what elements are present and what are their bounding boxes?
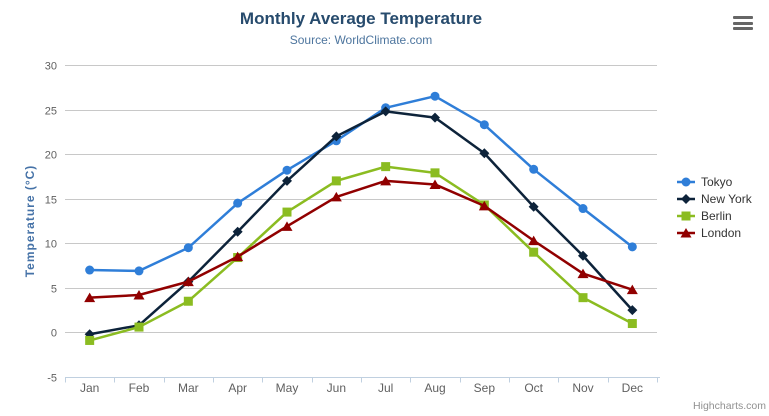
- legend-label: London: [701, 226, 742, 240]
- data-point-new-york[interactable]: [232, 226, 243, 237]
- y-axis-tick-label: 10: [45, 239, 57, 251]
- data-point-berlin[interactable]: [331, 176, 341, 186]
- series-line-berlin: [88, 165, 634, 342]
- data-point-london[interactable]: [84, 292, 96, 303]
- data-point-tokyo[interactable]: [85, 265, 95, 275]
- legend-label: Berlin: [701, 209, 732, 223]
- data-point-tokyo[interactable]: [578, 204, 588, 214]
- x-axis-tick-label: Apr: [228, 381, 247, 395]
- x-axis-tick-label: Feb: [129, 381, 150, 395]
- series-line-london: [88, 179, 634, 299]
- legend-marker-triangle-up-icon: [677, 228, 695, 238]
- hamburger-icon: [733, 27, 753, 30]
- legend-item-new-york[interactable]: New York: [676, 192, 752, 206]
- data-point-london[interactable]: [626, 284, 638, 295]
- data-point-berlin[interactable]: [85, 335, 95, 345]
- series-line-new-york: [88, 110, 634, 336]
- data-point-new-york[interactable]: [282, 175, 292, 186]
- data-point-berlin[interactable]: [282, 207, 292, 217]
- y-axis-tick-label: -5: [47, 373, 57, 385]
- data-point-london[interactable]: [133, 289, 145, 300]
- legend-item-tokyo[interactable]: Tokyo: [676, 175, 752, 189]
- y-axis-tick-label: 5: [51, 284, 57, 296]
- x-axis-tick-label: Sep: [474, 381, 496, 395]
- legend-label: New York: [701, 192, 752, 206]
- data-point-berlin[interactable]: [134, 322, 144, 332]
- series-london[interactable]: [84, 175, 638, 303]
- hamburger-icon: [733, 16, 753, 19]
- x-axis-tick-label: Dec: [622, 381, 643, 395]
- data-point-london[interactable]: [429, 179, 441, 189]
- data-point-new-york[interactable]: [627, 305, 638, 316]
- legend-item-london[interactable]: London: [676, 226, 752, 240]
- y-axis-title: Temperature (°C): [23, 164, 37, 278]
- data-point-berlin[interactable]: [183, 296, 193, 306]
- legend-label: Tokyo: [701, 175, 733, 189]
- data-point-tokyo[interactable]: [134, 266, 144, 276]
- hamburger-icon: [733, 21, 753, 25]
- x-axis-tick-label: Mar: [178, 381, 199, 395]
- data-point-new-york[interactable]: [578, 250, 588, 261]
- legend-item-berlin[interactable]: Berlin: [676, 209, 752, 223]
- data-point-london[interactable]: [478, 200, 490, 211]
- y-axis-tick-label: 15: [45, 195, 57, 207]
- data-point-tokyo[interactable]: [183, 243, 193, 253]
- data-point-berlin[interactable]: [529, 247, 539, 257]
- series-tokyo[interactable]: [85, 91, 637, 276]
- x-axis-tick-label: Nov: [572, 381, 593, 395]
- data-point-tokyo[interactable]: [430, 91, 440, 101]
- data-point-tokyo[interactable]: [479, 120, 489, 130]
- chart-title: Monthly Average Temperature: [239, 9, 483, 28]
- y-axis-tick-label: 20: [45, 150, 57, 162]
- data-point-new-york[interactable]: [528, 201, 539, 212]
- data-point-berlin[interactable]: [381, 162, 391, 172]
- data-point-london[interactable]: [232, 251, 244, 262]
- data-point-berlin[interactable]: [627, 319, 637, 329]
- data-point-berlin[interactable]: [430, 168, 440, 178]
- x-axis-tick-label: Jan: [80, 381, 99, 395]
- x-axis-tick-label: Jul: [378, 381, 393, 395]
- data-point-london[interactable]: [380, 175, 392, 186]
- x-axis-tick-label: Jun: [327, 381, 346, 395]
- y-axis-tick-label: 30: [45, 61, 57, 73]
- x-axis-tick-label: Aug: [424, 381, 445, 395]
- data-point-london[interactable]: [528, 235, 540, 246]
- data-point-london[interactable]: [577, 268, 589, 279]
- chart-subtitle: Source: WorldClimate.com: [289, 33, 433, 47]
- legend: Tokyo New York Berlin London: [676, 175, 752, 240]
- data-point-tokyo[interactable]: [282, 165, 292, 175]
- series-new-york[interactable]: [84, 106, 638, 340]
- data-point-tokyo[interactable]: [627, 242, 637, 252]
- series-line-tokyo: [88, 94, 634, 273]
- legend-marker-square-icon: [677, 211, 695, 221]
- data-point-london[interactable]: [330, 191, 342, 202]
- data-point-new-york[interactable]: [430, 112, 440, 123]
- legend-marker-circle-icon: [677, 177, 695, 187]
- data-point-new-york[interactable]: [380, 106, 391, 117]
- export-menu-button[interactable]: [733, 16, 753, 30]
- legend-marker-diamond-icon: [677, 194, 695, 204]
- data-point-london[interactable]: [281, 221, 293, 231]
- data-point-london[interactable]: [182, 276, 194, 287]
- x-axis-tick-label: Oct: [524, 381, 543, 395]
- data-point-tokyo[interactable]: [233, 198, 243, 208]
- data-point-tokyo[interactable]: [529, 164, 539, 174]
- y-axis-tick-label: 25: [45, 106, 57, 118]
- y-axis-tick-label: 0: [51, 328, 57, 340]
- data-point-berlin[interactable]: [578, 293, 588, 303]
- data-point-new-york[interactable]: [331, 131, 342, 142]
- highcharts-credits[interactable]: Highcharts.com: [693, 400, 766, 412]
- data-point-new-york[interactable]: [479, 148, 490, 159]
- x-axis-tick-label: May: [276, 381, 299, 395]
